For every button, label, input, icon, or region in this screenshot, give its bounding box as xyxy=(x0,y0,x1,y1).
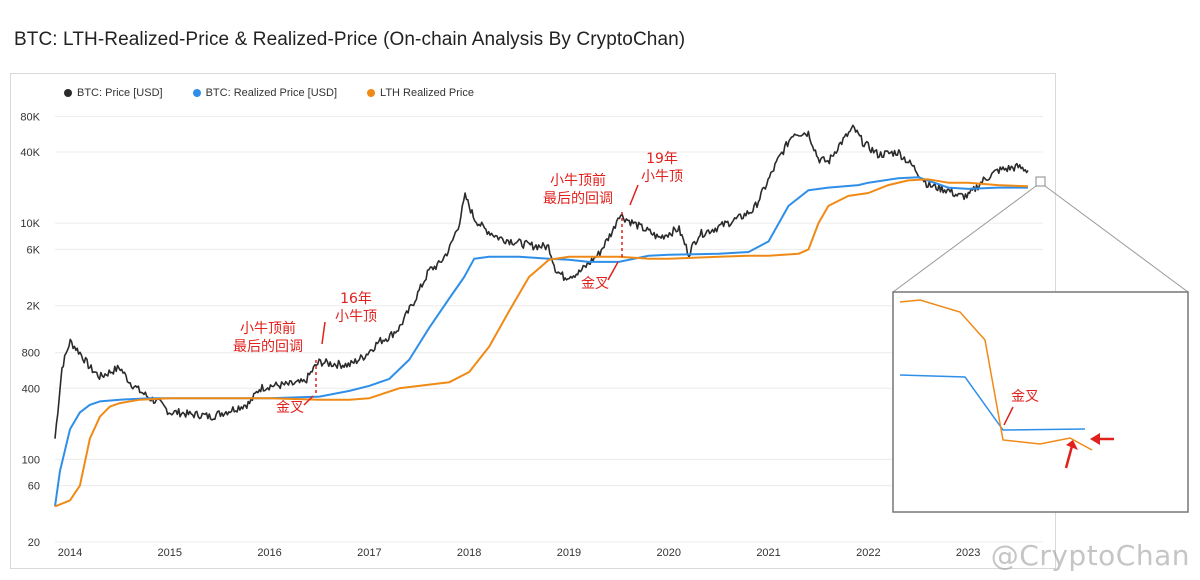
arrow-top-2019 xyxy=(629,184,639,206)
inset-realized-line xyxy=(899,374,1086,431)
arrow-cross-2016 xyxy=(303,395,314,406)
legend-item-realized[interactable]: BTC: Realized Price [USD] xyxy=(192,87,338,99)
y-tick-label: 400 xyxy=(22,383,40,395)
x-tick-label: 2022 xyxy=(856,547,880,559)
y-tick-label: 80K xyxy=(20,111,40,123)
legend-label-price: BTC: Price [USD] xyxy=(77,87,163,99)
x-tick-label: 2023 xyxy=(956,547,980,559)
x-tick-label: 2018 xyxy=(457,547,481,559)
legend-item-lth[interactable]: LTH Realized Price xyxy=(367,87,474,99)
inset-zoom: 金叉 xyxy=(892,176,1189,513)
series-lth-line xyxy=(54,178,1029,508)
legend-label-realized: BTC: Realized Price [USD] xyxy=(205,87,338,99)
annotation-pre-top-2016: 小牛顶前 xyxy=(240,320,296,337)
arrow-cross-2019 xyxy=(607,261,619,281)
annotation-cross-2016: 金叉 xyxy=(276,400,304,416)
arrow-inset-cross xyxy=(1003,406,1014,426)
y-tick-label: 10K xyxy=(20,218,40,230)
series-realized-line xyxy=(54,176,1028,507)
arrow-fake-move xyxy=(1064,445,1074,469)
x-tick-label: 2016 xyxy=(257,547,281,559)
legend-label-lth: LTH Realized Price xyxy=(380,87,474,99)
series-lines xyxy=(54,124,1029,508)
annotation-pre-top-2019: 最后的回调 xyxy=(543,191,613,207)
x-tick-label: 2014 xyxy=(58,547,82,559)
legend-dot-realized xyxy=(192,89,201,97)
inset-frame xyxy=(892,291,1189,513)
grid xyxy=(55,115,1043,543)
x-tick-label: 2015 xyxy=(158,547,182,559)
series-price-line xyxy=(54,124,1029,439)
legend-dot-lth xyxy=(367,89,376,97)
watermark: @CryptoChan xyxy=(990,539,1190,572)
annotation-pre-top-2016: 最后的回调 xyxy=(233,339,303,355)
arrow-top-2016 xyxy=(321,321,326,345)
x-tick-label: 2020 xyxy=(657,547,681,559)
legend-dot-price xyxy=(64,89,72,97)
annotation-top-2016: 小牛顶 xyxy=(335,309,377,325)
legend: BTC: Price [USD] BTC: Realized Price [US… xyxy=(64,87,474,99)
y-tick-label: 2K xyxy=(27,301,41,313)
annotation-pre-top-2019: 小牛顶前 xyxy=(550,172,606,189)
legend-item-price[interactable]: BTC: Price [USD] xyxy=(64,87,163,99)
x-tick-label: 2019 xyxy=(557,547,581,559)
zoom-connector-right xyxy=(1044,185,1189,293)
arrowhead-fake-move xyxy=(1066,440,1078,450)
zoom-source-box xyxy=(1035,176,1046,187)
annotation-top-2019: 小牛顶 xyxy=(641,169,683,185)
annotation-top-2019: 19年 xyxy=(646,151,678,167)
y-tick-label: 60 xyxy=(28,481,40,493)
x-tick-label: 2017 xyxy=(357,547,381,559)
chart-title: BTC: LTH-Realized-Price & Realized-Price… xyxy=(14,29,686,50)
annotation-cross-2019: 金叉 xyxy=(581,276,609,292)
y-tick-label: 20 xyxy=(28,537,40,549)
annotation-top-2016: 16年 xyxy=(340,291,372,307)
y-tick-label: 40K xyxy=(20,147,40,159)
x-axis: 2014 2015 2016 2017 2018 2019 2020 2021 2022 2023 xyxy=(58,547,981,559)
y-axis: 20 60 100 400 800 2K 6K 10K 40K 80K xyxy=(20,111,40,549)
y-tick-label: 6K xyxy=(27,244,41,256)
inset-lth-line xyxy=(899,299,1093,451)
zoom-connector-left xyxy=(892,185,1037,293)
arrowhead-widen xyxy=(1090,433,1100,445)
x-tick-label: 2021 xyxy=(756,547,780,559)
y-tick-label: 800 xyxy=(22,348,40,360)
y-tick-label: 100 xyxy=(22,454,40,466)
annotation-inset-cross: 金叉 xyxy=(1011,389,1039,405)
